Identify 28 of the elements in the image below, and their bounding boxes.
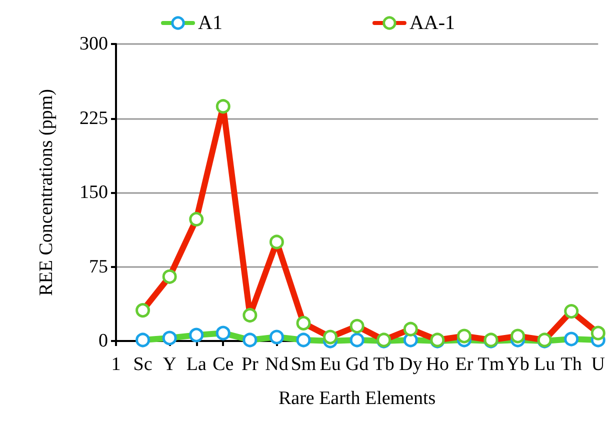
y-axis-title: REE Concentrations (ppm) (36, 89, 57, 296)
x-tick-label: Sm (290, 354, 316, 375)
legend-label: AA-1 (409, 12, 455, 34)
x-tick-label: Gd (345, 354, 370, 375)
y-tick-label: 0 (98, 330, 108, 352)
x-tick-label: La (186, 354, 207, 375)
x-tick-label: Tm (478, 354, 504, 375)
x-tick-label: 1 (111, 354, 121, 375)
legend-label: A1 (198, 12, 222, 34)
x-axis-title: Rare Earth Elements (278, 388, 436, 409)
x-tick-label: Y (162, 354, 177, 375)
x-tick-label: Lu (534, 354, 556, 375)
x-tick-label: Yb (506, 354, 530, 375)
x-tick-label: Pr (241, 354, 260, 375)
y-tick-label: 225 (80, 108, 108, 129)
x-tick-label: Th (560, 354, 582, 375)
y-tick-label: 150 (80, 182, 108, 203)
x-tick-label: Ce (212, 354, 234, 375)
x-tick-label: Er (455, 354, 474, 375)
y-tick-label: 300 (80, 34, 108, 54)
x-tick-label: Nd (265, 354, 289, 375)
x-tick-label: Tb (373, 354, 394, 375)
x-tick-label: Ho (426, 354, 450, 375)
x-tick-label: U (591, 354, 606, 375)
x-tick-label: Dy (399, 354, 423, 375)
x-tick-label: Eu (320, 354, 342, 375)
y-tick-label: 75 (89, 256, 108, 278)
x-tick-label: Sc (133, 354, 152, 375)
